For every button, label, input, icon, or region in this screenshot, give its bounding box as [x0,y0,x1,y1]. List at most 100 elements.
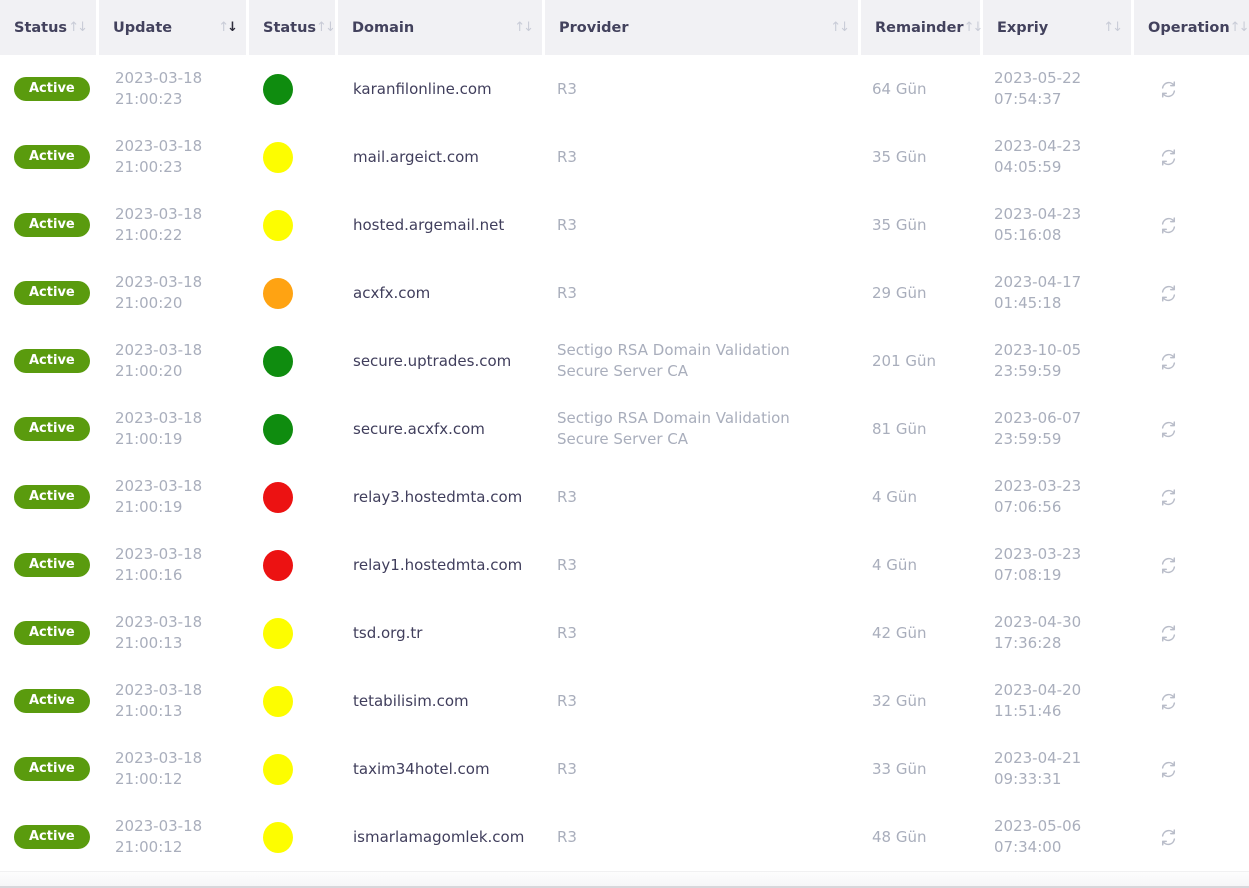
sort-arrows-icon: ↑ ↓ [316,20,336,35]
update-timestamp: 2023-03-18 21:00:12 [115,817,203,856]
column-header-expiry[interactable]: Expriy ↑ ↓ [983,0,1131,55]
refresh-button[interactable] [1156,417,1181,442]
status-badge: Active [14,553,90,577]
refresh-button[interactable] [1156,145,1181,170]
provider-name: R3 [557,215,577,234]
remainder-days: 64 Gün [872,79,927,98]
refresh-icon [1161,488,1176,506]
refresh-button[interactable] [1156,485,1181,510]
refresh-button[interactable] [1156,553,1181,578]
column-header-status_dot[interactable]: Status ↑ ↓ [249,0,336,55]
expiry-timestamp: 2023-04-20 11:51:46 [994,681,1082,720]
status-badge: Active [14,825,90,849]
refresh-icon [1161,828,1176,846]
column-header-status_badge[interactable]: Status ↑ ↓ [0,0,96,55]
status-dot-icon [263,141,293,173]
update-timestamp: 2023-03-18 21:00:23 [115,69,203,108]
sort-arrows-icon: ↑ ↓ [218,20,238,35]
status-badge: Active [14,485,90,509]
provider-name: Sectigo RSA Domain Validation Secure Ser… [557,409,790,448]
refresh-icon [1161,420,1176,438]
domain-name: relay1.hostedmta.com [353,556,523,574]
column-header-remainder[interactable]: Remainder ↑ ↓ [861,0,984,55]
expiry-timestamp: 2023-04-23 04:05:59 [994,137,1082,176]
refresh-button[interactable] [1156,825,1181,850]
refresh-icon [1161,80,1176,98]
remainder-days: 81 Gün [872,419,927,438]
refresh-icon [1161,692,1176,710]
column-header-label: Remainder [875,19,964,36]
domain-name: mail.argeict.com [353,148,479,166]
refresh-button[interactable] [1156,757,1181,782]
status-dot-icon [263,277,293,309]
sort-arrows-icon: ↑ ↓ [963,20,984,35]
refresh-icon [1161,352,1176,370]
domain-name: taxim34hotel.com [353,760,490,778]
status-badge: Active [14,757,90,781]
table-row: Active 2023-03-18 21:00:20 acxfx.com R3 … [0,259,1249,327]
column-header-domain[interactable]: Domain ↑ ↓ [338,0,542,55]
refresh-button[interactable] [1156,689,1181,714]
domain-name: karanfilonline.com [353,80,492,98]
remainder-days: 35 Gün [872,147,927,166]
domain-name: tsd.org.tr [353,624,423,642]
table-row: Active 2023-03-18 21:00:19 secure.acxfx.… [0,395,1249,463]
expiry-timestamp: 2023-05-22 07:54:37 [994,69,1082,108]
expiry-timestamp: 2023-04-30 17:36:28 [994,613,1082,652]
table-row: Active 2023-03-18 21:00:13 tetabilisim.c… [0,667,1249,735]
provider-name: R3 [557,487,577,506]
refresh-icon [1161,216,1176,234]
column-header-label: Domain [352,19,415,36]
refresh-icon [1161,148,1176,166]
column-header-operation[interactable]: Operation ↑ ↓ [1134,0,1249,55]
remainder-days: 33 Gün [872,759,927,778]
refresh-button[interactable] [1156,213,1181,238]
table-body: Active 2023-03-18 21:00:23 karanfilonlin… [0,55,1249,871]
provider-name: R3 [557,759,577,778]
refresh-button[interactable] [1156,77,1181,102]
column-header-update[interactable]: Update ↑ ↓ [99,0,246,55]
status-dot-icon [263,617,293,649]
remainder-days: 48 Gün [872,827,927,846]
refresh-button[interactable] [1156,621,1181,646]
column-header-provider[interactable]: Provider ↑ ↓ [545,0,858,55]
remainder-days: 4 Gün [872,555,917,574]
refresh-button[interactable] [1156,281,1181,306]
expiry-timestamp: 2023-03-23 07:06:56 [994,477,1082,516]
update-timestamp: 2023-03-18 21:00:19 [115,409,203,448]
refresh-button[interactable] [1156,349,1181,374]
status-badge: Active [14,281,90,305]
update-timestamp: 2023-03-18 21:00:12 [115,749,203,788]
remainder-days: 201 Gün [872,351,937,370]
domain-name: acxfx.com [353,284,431,302]
status-dot-icon [263,549,293,581]
domain-name: ismarlamagomlek.com [353,828,525,846]
column-header-label: Provider [559,19,629,36]
column-header-label: Status [14,19,68,36]
status-badge: Active [14,77,90,101]
table-row: Active 2023-03-18 21:00:23 mail.argeict.… [0,123,1249,191]
status-dot-icon [263,685,293,717]
table-row: Active 2023-03-18 21:00:19 relay3.hosted… [0,463,1249,531]
expiry-timestamp: 2023-04-17 01:45:18 [994,273,1082,312]
provider-name: R3 [557,555,577,574]
update-timestamp: 2023-03-18 21:00:19 [115,477,203,516]
sort-arrows-icon: ↑ ↓ [830,20,850,35]
status-dot-icon [263,821,293,853]
expiry-timestamp: 2023-03-23 07:08:19 [994,545,1082,584]
table-row: Active 2023-03-18 21:00:20 secure.uptrad… [0,327,1249,395]
expiry-timestamp: 2023-04-21 09:33:31 [994,749,1082,788]
sort-arrows-icon: ↑ ↓ [514,20,534,35]
update-timestamp: 2023-03-18 21:00:20 [115,273,203,312]
update-timestamp: 2023-03-18 21:00:22 [115,205,203,244]
update-timestamp: 2023-03-18 21:00:23 [115,137,203,176]
domain-name: hosted.argemail.net [353,216,505,234]
status-badge: Active [14,621,90,645]
provider-name: R3 [557,691,577,710]
expiry-timestamp: 2023-05-06 07:34:00 [994,817,1082,856]
table-row: Active 2023-03-18 21:00:16 relay1.hosted… [0,531,1249,599]
table-footer-bar [0,871,1249,888]
expiry-timestamp: 2023-10-05 23:59:59 [994,341,1082,380]
refresh-icon [1161,556,1176,574]
